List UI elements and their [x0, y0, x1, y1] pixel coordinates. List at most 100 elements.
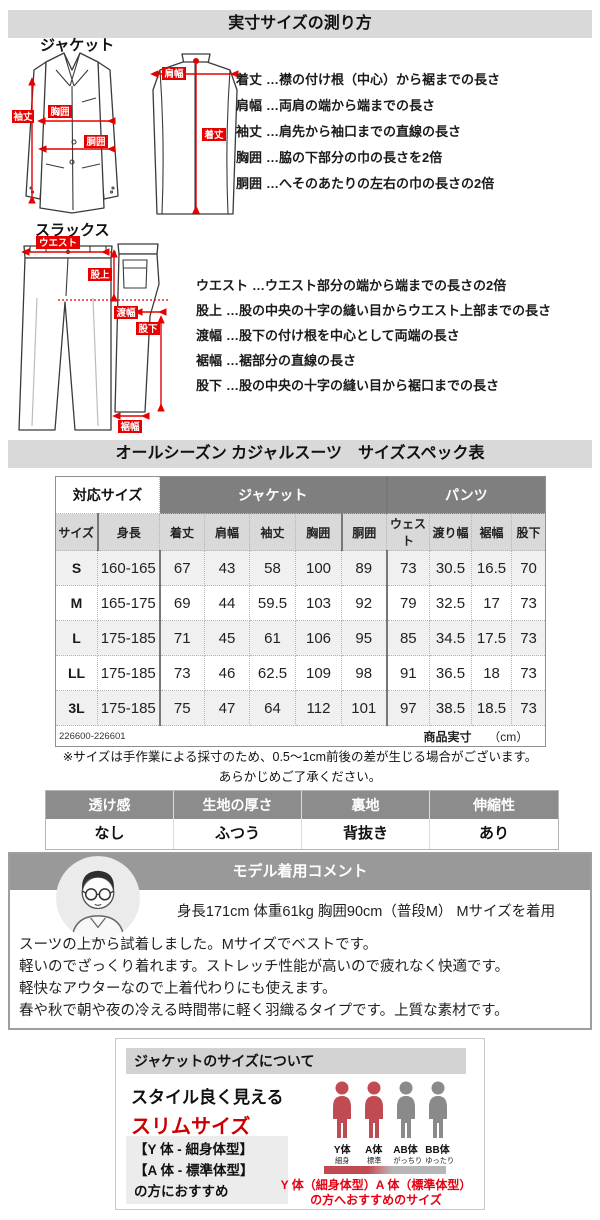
column-header: 渡り幅: [429, 513, 473, 551]
table-cell: 73: [511, 690, 547, 726]
body-type-name: A体: [365, 1145, 383, 1156]
body-type-figures: Y体 細身 A体 標準 AB: [329, 1081, 455, 1167]
size-label-cell: 3L: [55, 690, 98, 726]
svg-text:股上: 股上: [90, 269, 110, 281]
table-cell: 18: [471, 655, 513, 691]
table-cell: 175-185: [97, 620, 161, 656]
jacket-size-recommendation: ジャケットのサイズについて スタイル良く見える スリムサイズ Y体 細身: [115, 1038, 485, 1210]
table-cell: 92: [340, 585, 388, 621]
table-cell: 73: [511, 585, 547, 621]
table-cell: 34.5: [429, 620, 473, 656]
rise-tag: 股上: [88, 268, 112, 281]
table-cell: 59.5: [249, 585, 296, 621]
column-header: 身長: [97, 513, 160, 551]
measure-term: 胸囲 …脇の下部分の巾の長さを2倍: [236, 150, 596, 166]
person-icon: [364, 1081, 383, 1138]
body-type-subname: 細身: [335, 1156, 350, 1165]
column-header: 胸囲: [295, 513, 343, 551]
body-type-figure: AB体 がっちり: [392, 1081, 423, 1167]
table-cell: 95: [340, 620, 388, 656]
recommend-line: 【A 体 - 標準体型】: [134, 1163, 254, 1178]
column-header: サイズ: [55, 513, 99, 551]
table-cell: 75: [159, 690, 205, 726]
table-cell: 61: [249, 620, 296, 656]
term-description: …脇の下部分の巾の長さを2倍: [266, 150, 443, 165]
table-row: M 165-175 69 44 59.5 103 92 79 32.5 17 73: [55, 585, 547, 621]
table-cell: 98: [340, 655, 388, 691]
comment-line: 春や秋で朝や夜の冷える時間帯に軽く羽織るタイプです。上質な素材です。: [19, 1003, 509, 1019]
body-type-name: Y体: [333, 1145, 351, 1156]
jacket-section-label: ジャケット: [40, 37, 115, 54]
recommend-line: の方におすすめ: [134, 1184, 229, 1199]
body-type-figure: Y体 細身: [329, 1081, 356, 1167]
fabric-info-table: 透け感 生地の厚さ 裏地 伸縮性 なし ふつう 背抜き あり: [45, 790, 559, 850]
table-cell: 36.5: [429, 655, 473, 691]
recommendation-line1: スタイル良く見える: [131, 1088, 284, 1107]
table-cell: 16.5: [471, 550, 513, 586]
measure-term: ウエスト …ウエスト部分の端から端までの長さの2倍: [196, 278, 598, 294]
table-cell: 30.5: [429, 550, 473, 586]
unit-label: 商品実寸: [423, 729, 472, 744]
column-header: 胴囲: [340, 513, 388, 551]
group-header-size: 対応サイズ: [55, 476, 160, 514]
waist-girth-tag: 胴囲: [84, 135, 108, 148]
table-cell: 73: [511, 620, 547, 656]
body-type-name: AB体: [393, 1145, 418, 1156]
table-cell: 44: [204, 585, 250, 621]
svg-text:裾幅: 裾幅: [120, 421, 140, 433]
term-name: ウエスト: [196, 278, 249, 293]
shoulder-width-tag: 肩幅: [162, 67, 186, 80]
svg-text:袖丈: 袖丈: [12, 111, 33, 123]
table-cell: 160-165: [97, 550, 161, 586]
table-cell: 71: [159, 620, 205, 656]
table-row: S 160-165 67 43 58 100 89 73 30.5 16.5 70: [55, 550, 547, 586]
jacket-diagram: 袖丈 胸囲 胴囲 肩幅 着丈: [12, 52, 239, 215]
group-header-pants: パンツ: [386, 476, 547, 514]
recommend-line: 【Y 体 - 細身体型】: [134, 1142, 254, 1157]
table-cell: 45: [204, 620, 250, 656]
recommend-caption: Y 体（細身体型）A 体（標準体型） の方へおすすめのサイズ: [276, 1178, 476, 1208]
table-cell: 73: [511, 655, 547, 691]
sleeve-length-tag: 袖丈: [12, 110, 34, 123]
fabric-header-row: 透け感 生地の厚さ 裏地 伸縮性: [46, 791, 558, 819]
body-type-subname: ゆったり: [425, 1156, 455, 1165]
size-label-cell: L: [55, 620, 98, 656]
table-cell: 62.5: [249, 655, 296, 691]
term-description: …両肩の端から端までの長さ: [266, 98, 436, 113]
table-cell: 47: [204, 690, 250, 726]
recommendation-title: ジャケットのサイズについて: [126, 1048, 466, 1074]
measure-term: 裾幅 …裾部分の直線の長さ: [196, 353, 598, 369]
group-header-jacket: ジャケット: [158, 476, 388, 514]
term-description: …肩先から袖口までの直線の長さ: [266, 124, 462, 139]
table-footer-row: 226600-226601 商品実寸 （cm）: [56, 726, 546, 747]
comment-line: 軽快なアウターなので上着代わりにも使えます。: [19, 981, 337, 997]
table-cell: 112: [295, 690, 342, 726]
table-row: 3L 175-185 75 47 64 112 101 97 38.5 18.5 73: [55, 690, 547, 726]
term-description: …襟の付け根（中心）から裾までの長さ: [266, 72, 501, 87]
recommend-text-box: 【Y 体 - 細身体型】 【A 体 - 標準体型】 の方におすすめ: [126, 1136, 288, 1204]
table-cell: 79: [386, 585, 431, 621]
term-description: …ウエスト部分の端から端までの長さの2倍: [252, 278, 507, 293]
term-name: 股下: [196, 378, 223, 393]
table-cell: 67: [159, 550, 205, 586]
measure-term: 着丈 …襟の付け根（中心）から裾までの長さ: [236, 72, 596, 88]
table-cell: 73: [386, 550, 431, 586]
svg-text:股下: 股下: [138, 324, 158, 335]
term-name: 胸囲: [236, 150, 263, 165]
table-cell: 69: [159, 585, 205, 621]
recommend-caption-line1: Y 体（細身体型）A 体（標準体型）: [280, 1178, 472, 1192]
svg-text:胸囲: 胸囲: [50, 106, 69, 118]
comment-line: 軽いのでざっくり着れます。ストレッチ性能が高いので疲れなく快適です。: [19, 959, 510, 975]
table-cell: 101: [340, 690, 388, 726]
measure-term: 股下 …股の中央の十字の縫い目から裾口までの長さ: [196, 378, 598, 394]
table-cell: 38.5: [429, 690, 473, 726]
body-type-subname: がっちり: [393, 1156, 423, 1165]
table-cell: 97: [386, 690, 431, 726]
fabric-value: ふつう: [174, 819, 302, 849]
model-comments: スーツの上から試着しました。Mサイズでベストです。 軽いのでざっくり着れます。スト…: [19, 934, 585, 1022]
recommend-caption-line2: の方へおすすめのサイズ: [310, 1193, 442, 1207]
svg-text:渡幅: 渡幅: [116, 307, 136, 319]
size-notes: ※サイズは手作業による採寸のため、0.5～1cm前後の差が生じる場合がございます…: [0, 747, 600, 787]
term-name: 股上: [196, 303, 223, 318]
thigh-width-tag: 渡幅: [114, 306, 138, 319]
